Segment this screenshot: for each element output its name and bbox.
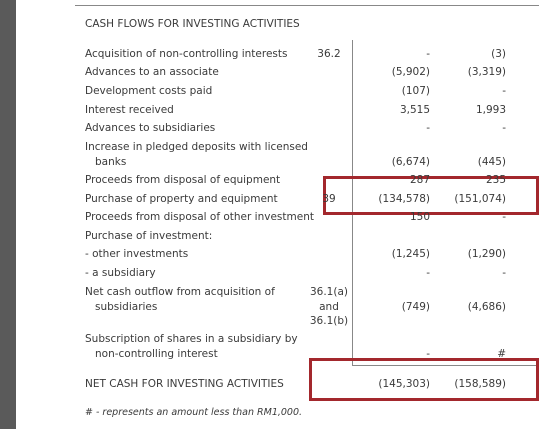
- prior-year-value: 235: [485, 174, 506, 186]
- current-year-value: (5,902): [391, 66, 430, 78]
- row-label: Development costs paid: [85, 85, 213, 97]
- prior-year-value: -: [502, 267, 506, 279]
- note-ref: 36.1(a): [309, 286, 348, 298]
- row-label: Proceeds from disposal of equipment: [85, 174, 281, 186]
- note-ref: 36.1(b): [309, 315, 349, 327]
- prior-year-value: (3,319): [467, 66, 506, 78]
- prior-year-value: #: [497, 347, 506, 360]
- prior-year-value: -: [502, 122, 506, 134]
- viewer-edge: [0, 0, 16, 429]
- current-year-value: (145,303): [378, 378, 430, 390]
- row-label: - other investments: [85, 248, 189, 260]
- prior-year-value: (1,290): [467, 248, 506, 260]
- note-ref: 36.2: [317, 48, 341, 60]
- row-label: - a subsidiary: [85, 267, 156, 279]
- current-year-value: -: [426, 267, 430, 279]
- note-ref: and: [319, 300, 339, 313]
- current-year-value: (107): [401, 85, 430, 97]
- current-year-value: 287: [409, 174, 430, 186]
- row-label: Acquisition of non-controlling interests: [85, 48, 288, 60]
- row-label: banks: [95, 155, 127, 168]
- prior-year-value: (151,074): [454, 193, 506, 205]
- prior-year-value: (445): [477, 155, 506, 168]
- row-label: Increase in pledged deposits with licens…: [85, 141, 308, 153]
- current-year-value: 3,515: [399, 104, 430, 116]
- current-year-value: 150: [409, 211, 430, 223]
- current-year-value: (1,245): [391, 248, 430, 260]
- prior-year-value: -: [502, 211, 506, 223]
- row-label: Subscription of shares in a subsidiary b…: [85, 333, 298, 345]
- current-year-value: (134,578): [378, 193, 430, 205]
- row-label: Advances to an associate: [85, 66, 219, 78]
- row-label: Purchase of property and equipment: [85, 193, 278, 205]
- section-title: CASH FLOWS FOR INVESTING ACTIVITIES: [85, 18, 300, 30]
- row-label: Advances to subsidiaries: [85, 122, 216, 134]
- row-label: Purchase of investment:: [85, 230, 213, 242]
- current-year-value: -: [426, 347, 430, 360]
- current-year-value: -: [426, 122, 430, 134]
- highlight-box: [309, 358, 539, 401]
- prior-year-value: 1,993: [475, 104, 506, 116]
- note-ref: 39: [322, 193, 336, 205]
- current-year-value: -: [426, 48, 430, 60]
- highlight-box: [323, 176, 539, 215]
- row-label: Interest received: [85, 104, 174, 116]
- prior-year-value: (3): [491, 48, 506, 60]
- prior-year-value: -: [502, 85, 506, 97]
- row-label: NET CASH FOR INVESTING ACTIVITIES: [85, 378, 284, 390]
- row-label: Net cash outflow from acquisition of: [85, 286, 275, 298]
- row-label: subsidiaries: [95, 300, 158, 313]
- prior-year-value: (158,589): [454, 378, 506, 390]
- prior-year-value: (4,686): [467, 300, 506, 313]
- row-label: non-controlling interest: [95, 347, 218, 360]
- footnote: # - represents an amount less than RM1,0…: [85, 407, 303, 418]
- column-bottom-rule: [352, 365, 539, 366]
- current-year-value: (6,674): [391, 155, 430, 168]
- row-label: Proceeds from disposal of other investme…: [85, 211, 314, 223]
- column-rule: [352, 40, 353, 365]
- top-rule: [75, 5, 539, 6]
- current-year-value: (749): [401, 300, 430, 313]
